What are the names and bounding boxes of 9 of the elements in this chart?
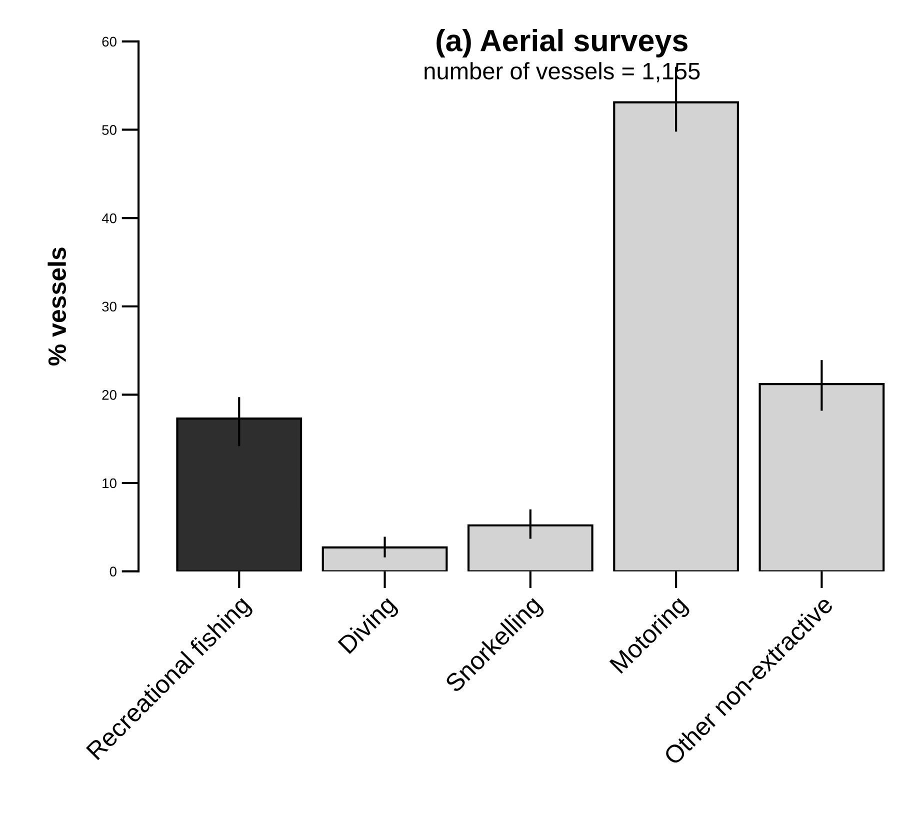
y-tick-label: 40 (102, 213, 116, 224)
y-tick-label: 20 (102, 390, 116, 400)
y-tick-label: 30 (102, 302, 116, 312)
chart-title: (a) Aerial surveys (436, 28, 688, 58)
y-tick-label: 10 (102, 478, 116, 488)
y-axis-title: % vessels (48, 248, 66, 366)
y-tick-label: 60 (102, 36, 116, 47)
y-tick-label: 50 (102, 125, 116, 135)
y-tick-label: 0 (110, 566, 116, 576)
